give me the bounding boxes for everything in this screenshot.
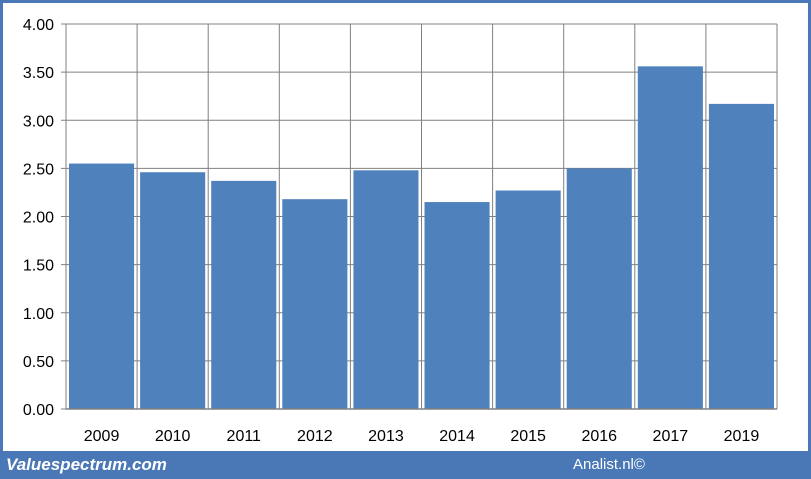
footer-site-label: Valuespectrum.com	[6, 455, 167, 474]
bar-2013	[353, 170, 419, 409]
bar-2011	[211, 180, 277, 409]
x-tick-label: 2010	[155, 428, 191, 445]
bar-2015	[495, 190, 561, 409]
y-tick-label: 1.00	[23, 306, 54, 323]
x-tick-label: 2013	[368, 428, 404, 445]
y-tick-label: 2.50	[23, 161, 54, 178]
x-tick-label: 2017	[653, 428, 689, 445]
y-tick-label: 3.00	[23, 113, 54, 130]
x-tick-label: 2014	[439, 428, 475, 445]
y-tick-label: 4.00	[23, 17, 54, 34]
bar-chart: 0.00 0.50 1.00 1.50 2.00 2.50 3.00 3.50 4.00 2009…	[23, 17, 778, 445]
footer-credit-label: Analist.nl©	[573, 456, 645, 473]
bar-2017	[637, 66, 703, 409]
x-tick-label: 2019	[724, 428, 760, 445]
chart-panel: 0.00 0.50 1.00 1.50 2.00 2.50 3.00 3.50 4.00 2009…	[3, 3, 808, 451]
y-tick-label: 2.00	[23, 210, 54, 227]
y-tick-label: 3.50	[23, 65, 54, 82]
bar-2014	[424, 202, 490, 409]
bar-2009	[69, 163, 135, 409]
x-tick-label: 2009	[84, 428, 120, 445]
y-tick-label: 1.50	[23, 258, 54, 275]
x-tick-label: 2012	[297, 428, 333, 445]
x-tick-label: 2015	[510, 428, 546, 445]
x-tick-label: 2011	[227, 428, 262, 445]
bar-2010	[140, 172, 206, 409]
bar-2019	[708, 103, 774, 409]
x-tick-label: 2016	[581, 428, 617, 445]
y-tick-label: 0.00	[23, 402, 54, 419]
y-tick-label: 0.50	[23, 354, 54, 371]
bar-2016	[566, 168, 632, 409]
bar-2012	[282, 199, 348, 409]
